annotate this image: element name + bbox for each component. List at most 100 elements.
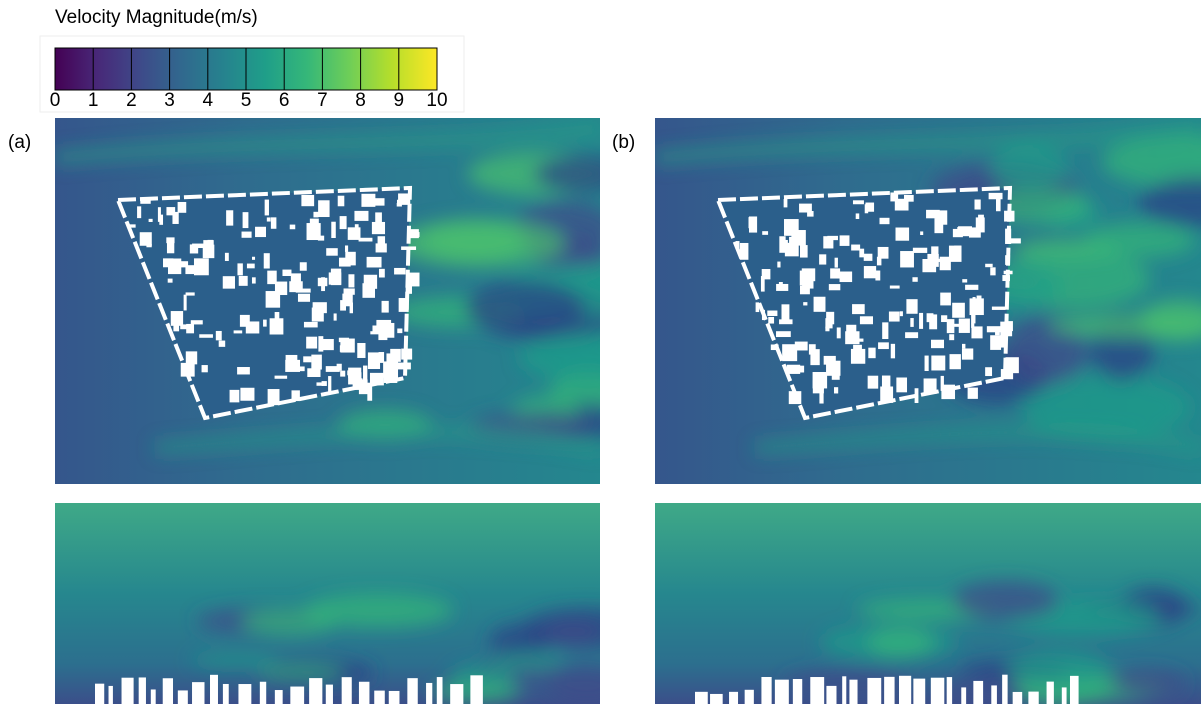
building [372, 222, 385, 234]
figure: Velocity Magnitude(m/s) 012345678910 (a)… [0, 0, 1201, 704]
building [784, 199, 788, 207]
building [1004, 211, 1014, 222]
building [397, 203, 402, 207]
building [890, 286, 900, 289]
building [968, 388, 978, 399]
building [202, 365, 208, 372]
building [819, 389, 823, 403]
building [965, 285, 978, 290]
building [761, 677, 771, 704]
building [146, 244, 151, 247]
building [303, 356, 311, 362]
building [437, 677, 443, 704]
building [140, 198, 150, 204]
building [952, 303, 965, 318]
eddy [867, 628, 934, 657]
building [304, 322, 318, 328]
building [340, 216, 347, 229]
building [768, 317, 774, 324]
building [275, 282, 287, 295]
building [312, 308, 324, 322]
building [882, 322, 888, 339]
building [949, 246, 962, 262]
building [829, 284, 840, 290]
building [992, 307, 1006, 310]
building [947, 677, 952, 704]
building [927, 254, 938, 267]
eddy [422, 220, 526, 261]
building [290, 687, 304, 704]
building [122, 678, 134, 704]
building [225, 253, 229, 261]
building [1002, 275, 1010, 281]
building [974, 199, 980, 209]
building [761, 276, 765, 292]
building [348, 227, 361, 240]
building [255, 227, 266, 237]
building [797, 366, 804, 373]
building [292, 390, 300, 401]
building [749, 216, 757, 232]
building [1047, 682, 1054, 704]
building [934, 218, 943, 233]
building [931, 356, 945, 371]
building [840, 235, 850, 246]
building [837, 327, 841, 338]
building [991, 685, 997, 704]
building [853, 200, 864, 204]
building [223, 684, 229, 704]
building [307, 223, 321, 240]
building [889, 312, 900, 322]
building [237, 367, 250, 374]
building [896, 228, 910, 241]
eddy [493, 653, 563, 671]
eddy [464, 280, 585, 334]
building [226, 210, 233, 225]
building [396, 363, 410, 370]
building [890, 192, 898, 201]
building [813, 372, 828, 388]
building [915, 388, 919, 403]
building [864, 254, 873, 261]
building [826, 312, 834, 324]
building [192, 682, 204, 704]
building [800, 245, 808, 257]
building [931, 678, 944, 704]
building [289, 281, 302, 292]
building [313, 212, 318, 218]
building [401, 246, 416, 250]
building [882, 376, 890, 389]
building [168, 279, 173, 283]
building [291, 273, 301, 282]
building [268, 389, 280, 405]
building [252, 277, 256, 283]
flow-section [655, 503, 1201, 704]
building [368, 352, 380, 369]
building [990, 267, 995, 275]
flow-section [55, 503, 647, 704]
building [940, 293, 951, 306]
building [912, 277, 917, 282]
building [949, 324, 961, 327]
building [736, 241, 739, 250]
building [776, 331, 791, 337]
building [240, 388, 254, 401]
panels [55, 118, 1201, 704]
building [181, 363, 195, 377]
building [318, 336, 323, 351]
panel-label: (a) [8, 132, 31, 153]
building [267, 217, 271, 221]
building [852, 304, 865, 314]
building [729, 692, 738, 704]
building [401, 349, 412, 360]
building [957, 227, 972, 236]
building [163, 678, 173, 704]
building [973, 681, 983, 704]
building [990, 335, 1001, 350]
building [361, 194, 375, 207]
building [777, 262, 780, 268]
building [252, 257, 255, 260]
eddy [952, 581, 1059, 620]
building [242, 232, 252, 238]
building [359, 682, 370, 704]
